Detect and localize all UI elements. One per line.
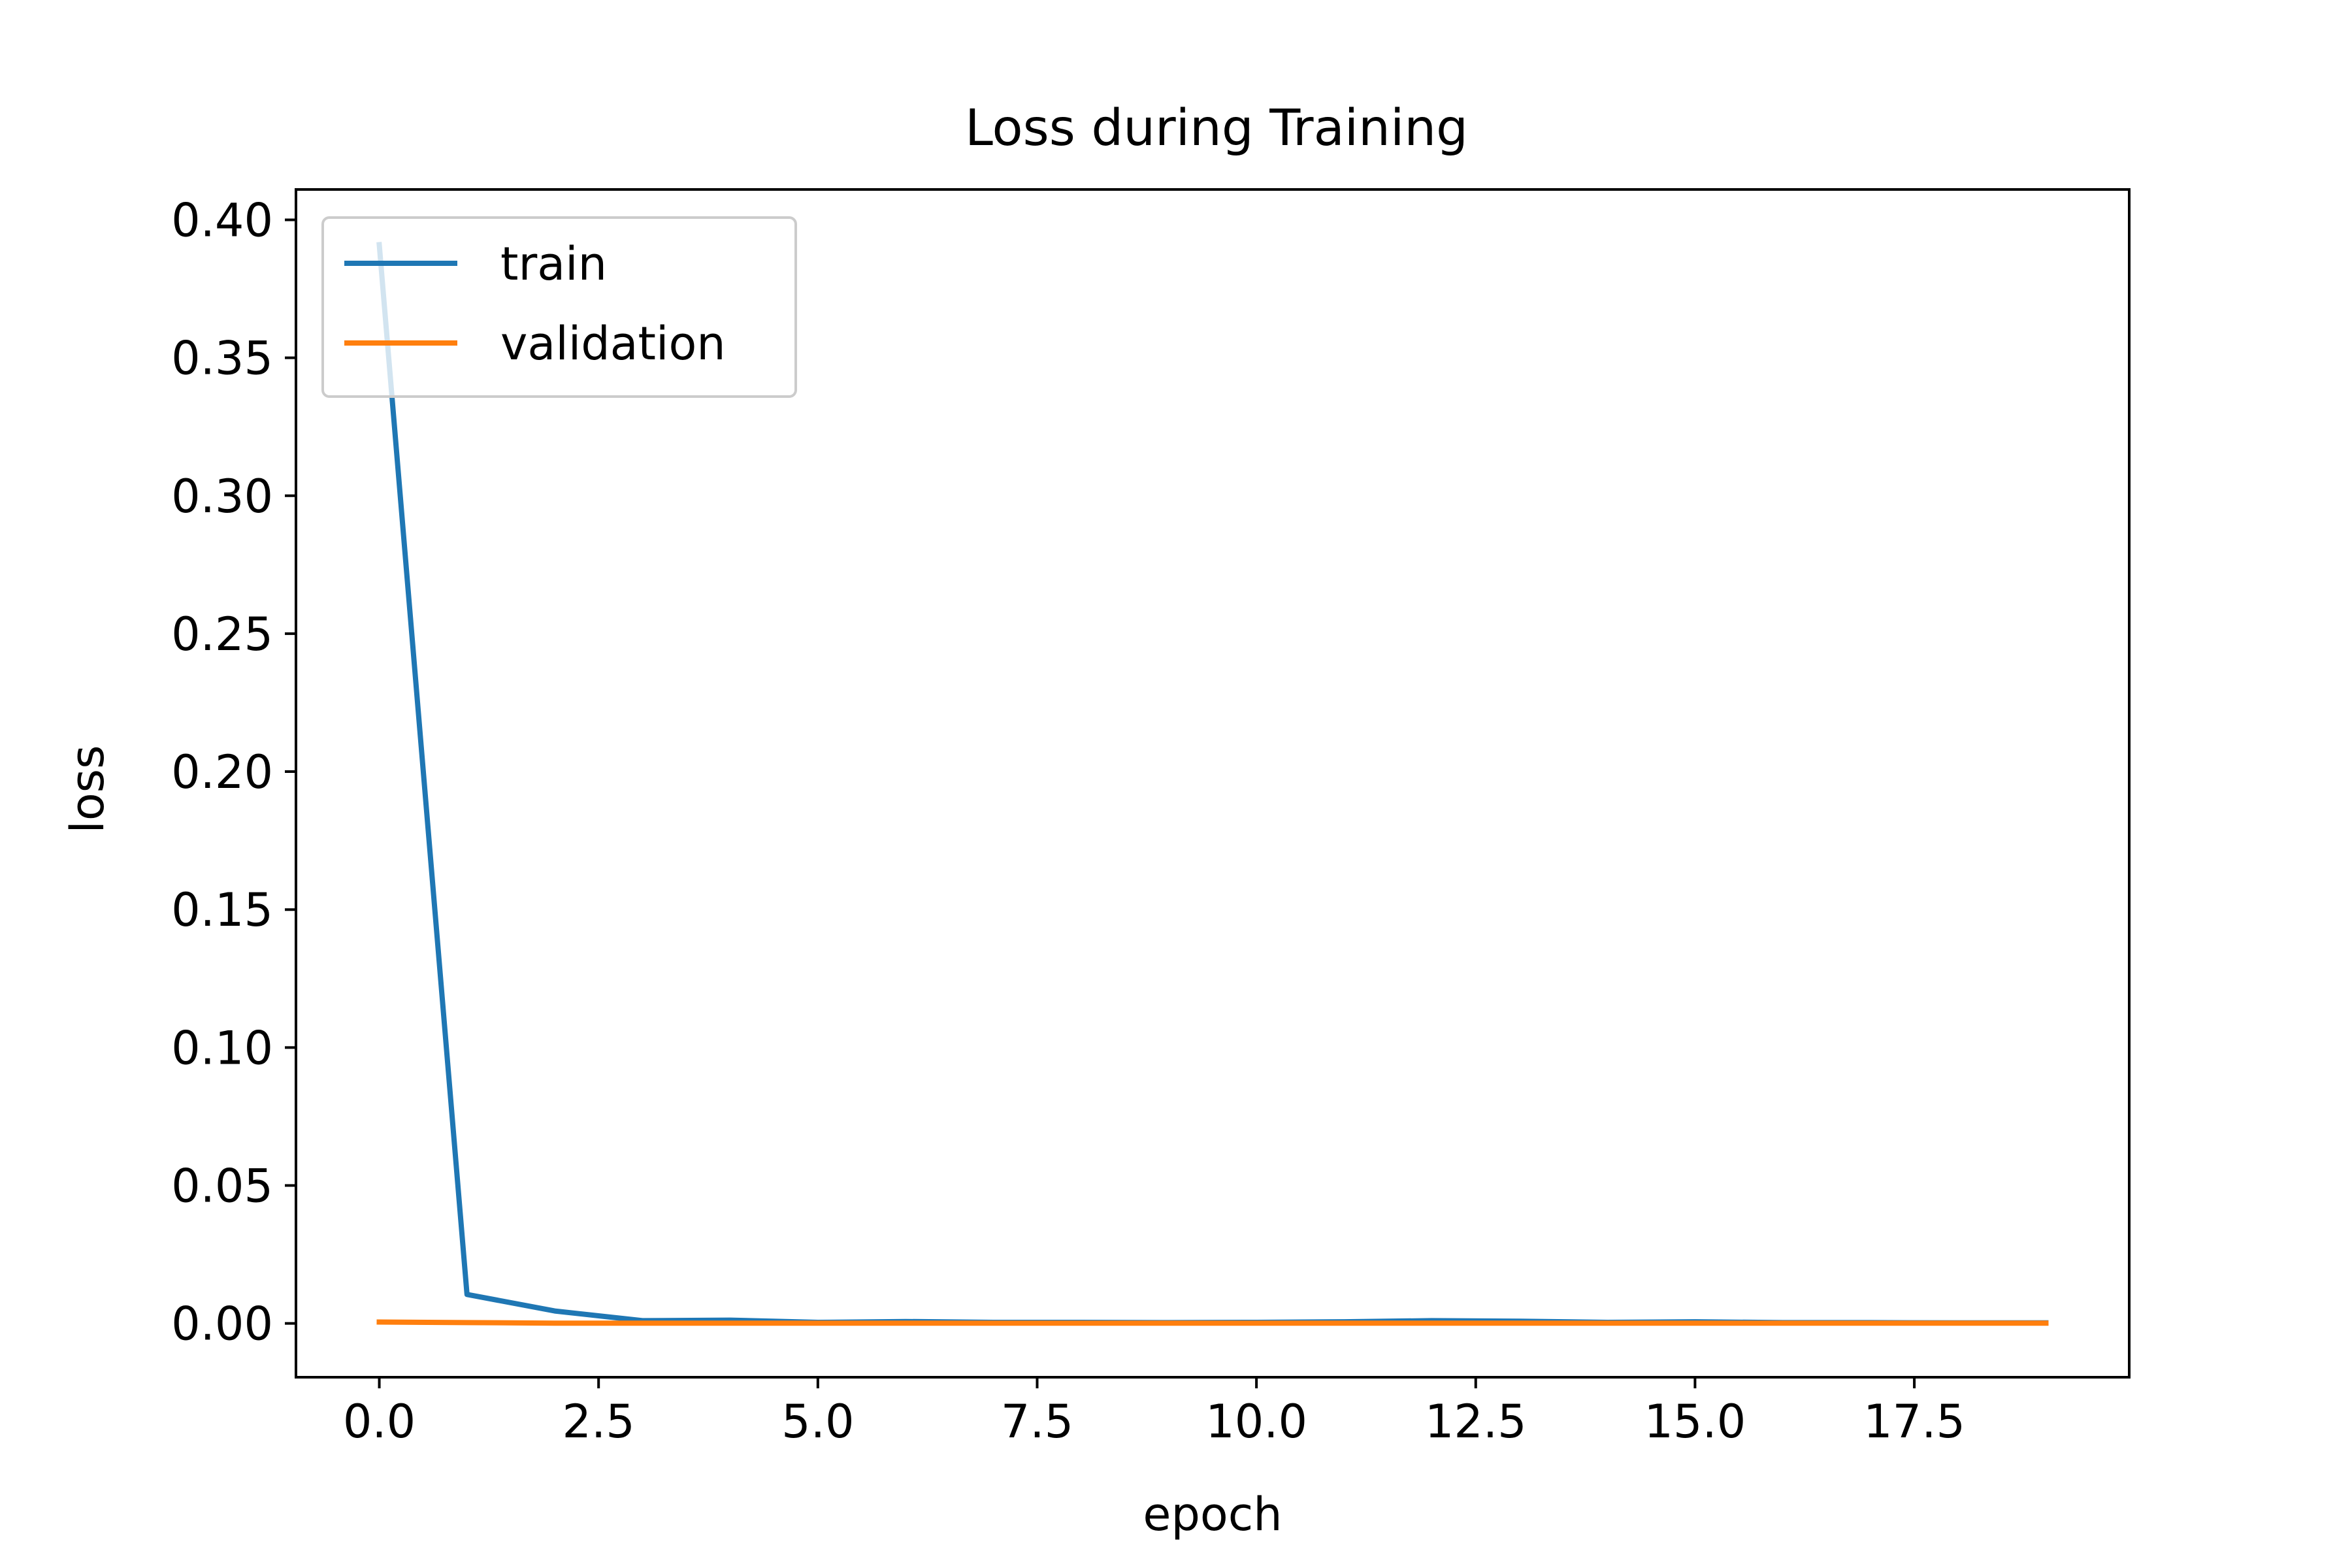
chart-title: Loss during Training <box>965 99 1468 157</box>
y-axis-ticks: 0.00 0.05 0.10 0.15 0.20 0.25 0.30 0.35 0.40 <box>171 193 296 1351</box>
x-tick-label: 5.0 <box>781 1395 854 1448</box>
x-tick-label: 0.0 <box>343 1395 416 1448</box>
series-layer <box>376 242 2049 1326</box>
y-tick-label: 0.25 <box>171 608 273 661</box>
x-tick-label: 10.0 <box>1205 1395 1307 1448</box>
x-tick-label: 7.5 <box>1001 1395 1073 1448</box>
x-tick-label: 15.0 <box>1644 1395 1746 1448</box>
y-tick-label: 0.30 <box>171 470 273 523</box>
x-axis-ticks: 0.0 2.5 5.0 7.5 10.0 12.5 15.0 17.5 <box>343 1377 1965 1448</box>
y-tick-label: 0.00 <box>171 1298 273 1351</box>
y-tick-label: 0.35 <box>171 332 273 385</box>
legend: train validation <box>321 216 797 398</box>
x-tick-label: 17.5 <box>1863 1395 1965 1448</box>
legend-label-1: train <box>500 237 607 291</box>
y-tick-label: 0.20 <box>171 745 273 799</box>
x-axis-label: epoch <box>1143 1488 1282 1541</box>
y-tick-label: 0.15 <box>171 883 273 937</box>
y-tick-label: 0.40 <box>171 193 273 247</box>
y-tick-label: 0.05 <box>171 1160 273 1213</box>
plot-area-frame <box>295 188 2131 1379</box>
series-line-2 <box>376 1319 2049 1326</box>
y-axis-label: loss <box>61 745 114 833</box>
x-tick-label: 2.5 <box>563 1395 635 1448</box>
legend-label-2: validation <box>500 317 726 370</box>
y-tick-label: 0.10 <box>171 1021 273 1075</box>
x-tick-label: 12.5 <box>1425 1395 1527 1448</box>
